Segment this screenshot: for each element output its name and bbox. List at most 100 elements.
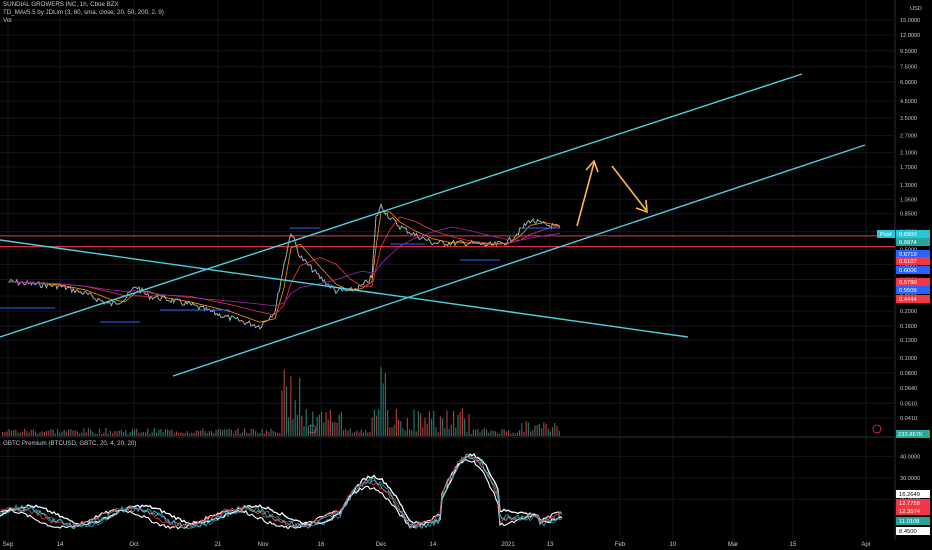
y-tick-label: 0.0800 xyxy=(900,371,917,377)
volume-bar xyxy=(477,428,479,436)
volume-bar xyxy=(208,430,210,436)
volume-bar xyxy=(2,432,4,436)
volume-bar xyxy=(387,410,389,436)
volume-bar xyxy=(213,433,215,436)
volume-bar xyxy=(184,432,186,436)
volume-bar xyxy=(499,433,501,436)
volume-bar xyxy=(468,414,470,436)
volume-bar xyxy=(301,415,303,436)
volume-bar xyxy=(48,430,50,436)
volume-bar xyxy=(281,390,283,436)
volume-bar xyxy=(4,432,6,436)
volume-bar xyxy=(257,433,259,436)
price-badge: 0.5509 xyxy=(899,288,917,294)
volume-bar xyxy=(134,429,136,436)
volume-bar xyxy=(470,433,472,436)
volume-bar xyxy=(442,418,444,436)
volume-bar xyxy=(343,429,345,436)
volume-bar xyxy=(382,383,384,436)
volume-bar xyxy=(510,433,512,436)
volume-bar xyxy=(92,431,94,436)
volume-bar xyxy=(107,433,109,436)
volume-bar xyxy=(266,430,268,436)
x-tick-label: Oct xyxy=(129,542,139,548)
volume-bar xyxy=(175,431,177,436)
volume-bar xyxy=(373,409,375,436)
price-badge-bg xyxy=(896,295,930,303)
price-badge-bg xyxy=(896,230,930,238)
y-tick-label: 9.5000 xyxy=(900,49,917,55)
volume-bar xyxy=(450,424,452,436)
x-tick-label: Apr xyxy=(861,542,870,548)
y-tick-label: 1.0500 xyxy=(900,197,917,203)
volume-bar xyxy=(391,427,393,436)
volume-bar xyxy=(519,429,521,436)
volume-bar xyxy=(323,422,325,436)
sub-badge-bg xyxy=(896,499,930,507)
volume-bar xyxy=(486,429,488,436)
volume-bar xyxy=(277,433,279,436)
volume-bar xyxy=(398,419,400,436)
volume-bar xyxy=(30,429,32,436)
volume-bar xyxy=(332,422,334,436)
volume-bar xyxy=(481,429,483,436)
price-badge: 0.6719 xyxy=(899,252,917,258)
volume-bar xyxy=(162,432,164,436)
sub-indicator-title: GBTC Premium (BTCUSD, GBTC, 20, 4, 20, 2… xyxy=(3,440,137,447)
volume-bar xyxy=(534,425,536,436)
sub-badge: 12.3574 xyxy=(899,509,921,515)
volume-bar xyxy=(46,431,48,436)
channel-lower-line xyxy=(172,144,866,377)
volume-bar xyxy=(285,386,287,436)
volume-bar xyxy=(164,429,166,436)
volume-bar xyxy=(151,432,153,436)
x-tick-label: Nov xyxy=(258,542,269,548)
volume-bar xyxy=(153,428,155,436)
volume-bar xyxy=(59,432,61,436)
volume-bar xyxy=(127,433,129,436)
volume-bar xyxy=(158,429,160,436)
sub-badge-bg xyxy=(896,527,930,535)
x-tick-label: Mar xyxy=(728,542,738,548)
volume-bar xyxy=(415,431,417,436)
volume-bar xyxy=(290,376,292,436)
x-tick-label: 16 xyxy=(318,542,325,548)
y-tick-label: 0.1000 xyxy=(900,356,917,362)
volume-bar xyxy=(334,421,336,436)
volume-bar xyxy=(279,432,281,436)
volume-bar xyxy=(189,433,191,436)
volume-bar xyxy=(244,428,246,436)
volume-bar xyxy=(310,424,312,436)
volume-bar xyxy=(109,430,111,436)
volume-bar xyxy=(437,432,439,436)
volume-bar xyxy=(384,372,386,436)
volume-bar xyxy=(63,429,65,436)
indicator-title: TD_MAv5.5 by JDLim (3, 80, sma, close, 2… xyxy=(3,9,164,16)
volume-bar xyxy=(228,428,230,436)
volume-bar xyxy=(523,431,525,436)
price-badge: 0.6107 xyxy=(899,259,917,265)
volume-bar xyxy=(270,428,272,436)
volume-bar xyxy=(74,430,76,436)
volume-bar xyxy=(316,416,318,436)
volume-bar xyxy=(538,423,540,436)
volume-bar xyxy=(556,425,558,436)
volume-bar xyxy=(8,429,10,436)
volume-bar xyxy=(65,431,67,436)
volume-bar xyxy=(87,428,89,436)
volume-bar xyxy=(338,414,340,436)
volume-bar xyxy=(178,433,180,436)
sub-badge: 16.2649 xyxy=(899,492,920,498)
y-tick-label: 12.0000 xyxy=(900,33,920,39)
volume-bar xyxy=(325,412,327,436)
volume-bar xyxy=(402,428,404,436)
volume-bar xyxy=(389,427,391,436)
volume-bar xyxy=(50,429,52,436)
volume-bar xyxy=(72,430,74,436)
price-badge: 0.5790 xyxy=(899,280,917,286)
volume-bar xyxy=(433,410,435,436)
volume-bar xyxy=(204,430,206,436)
volume-bar xyxy=(114,431,116,436)
price-up-candles xyxy=(7,203,561,330)
